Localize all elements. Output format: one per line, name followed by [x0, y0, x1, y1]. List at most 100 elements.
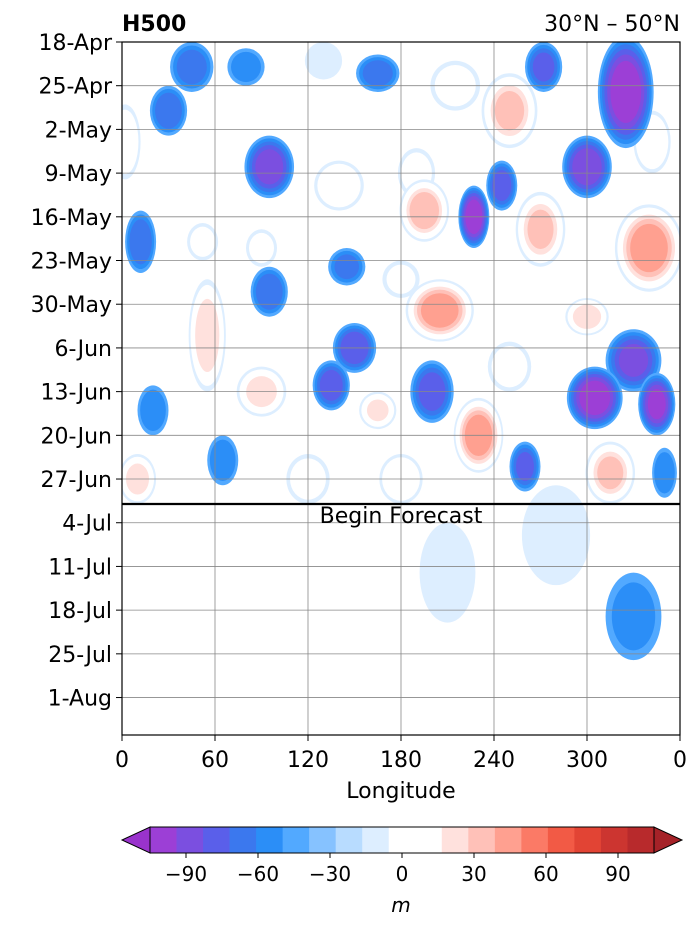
anomaly-blob: [187, 223, 219, 261]
colorbar-cell: [521, 827, 549, 853]
anomaly-blob: [585, 441, 636, 504]
x-axis-label: Longitude: [346, 779, 455, 804]
colorbar-cell: [362, 827, 390, 853]
anomaly-blob: [509, 441, 541, 492]
colorbar-tick-label: −30: [309, 862, 351, 886]
colorbar-cells: [120, 826, 684, 854]
contour-level: [654, 452, 675, 494]
y-tick-label: 18-Apr: [38, 31, 112, 56]
anomaly-blob: [486, 160, 518, 211]
colorbar-cell: [574, 827, 602, 853]
anomaly-blob: [515, 191, 566, 267]
colorbar-cell: [494, 827, 522, 853]
contour-level: [129, 219, 152, 265]
contour-level: [491, 345, 528, 388]
anomaly-blob: [250, 266, 288, 317]
x-tick-label: 180: [380, 748, 422, 773]
x-tick-label: 0: [115, 748, 129, 773]
contour-level: [492, 170, 512, 202]
colorbar-extend-high: [653, 826, 684, 854]
colorbar-cell: [229, 827, 257, 853]
y-tick-label: 25-Jul: [48, 643, 112, 668]
anomaly-blob: [304, 42, 343, 80]
anomaly-blob: [227, 48, 265, 86]
contour-level: [122, 115, 136, 168]
anomaly-blob: [122, 104, 141, 180]
y-tick-label: 25-Apr: [38, 75, 112, 100]
anomaly-blob: [597, 42, 654, 149]
y-tick-label: 16-May: [31, 206, 112, 231]
contour-level: [420, 293, 459, 328]
colorbar-cell: [547, 827, 575, 853]
contour-level: [334, 254, 360, 280]
anomaly-blob: [399, 179, 450, 242]
colorbar-tick-label: 30: [461, 862, 486, 886]
anomaly-blob: [419, 522, 476, 623]
colorbar: −90 −60 −30 0 30 60 90: [120, 826, 684, 886]
colorbar-cell: [441, 827, 469, 853]
contour-level: [597, 456, 624, 490]
anomaly-blob: [328, 248, 366, 286]
colorbar-label: m: [391, 893, 410, 917]
contour-level: [366, 399, 389, 422]
contour-level: [255, 149, 284, 185]
colorbar-extend-low: [120, 826, 151, 854]
colorbar-cell: [600, 827, 628, 853]
anomaly-blob: [314, 160, 364, 211]
contour-level: [155, 92, 182, 129]
colorbar-cell: [282, 827, 310, 853]
chart-subtitle: 30°N – 50°N: [544, 12, 680, 37]
y-tick-label: 11-Jul: [48, 555, 112, 580]
anomaly-blob: [359, 391, 397, 430]
x-tick-label: 240: [473, 748, 515, 773]
contour-level: [579, 380, 611, 416]
contour-level: [521, 485, 591, 586]
colorbar-tick-label: −60: [237, 862, 279, 886]
y-tick-label: 23-May: [31, 250, 112, 275]
contour-level: [419, 522, 476, 623]
y-tick-label: 2-May: [45, 118, 112, 143]
contour-level: [532, 52, 555, 82]
contour-level: [321, 167, 357, 204]
anomaly-blob: [410, 360, 454, 423]
anomaly-blob: [521, 485, 591, 586]
colorbar-cell: [388, 827, 416, 853]
anomaly-blob: [207, 435, 239, 486]
anomaly-blob: [487, 341, 532, 392]
begin-forecast-label: Begin Forecast: [320, 504, 483, 529]
colorbar-tick-label: 0: [396, 862, 409, 886]
contour-level: [190, 226, 216, 257]
anomaly-blob: [246, 229, 277, 267]
anomaly-blob: [356, 54, 400, 92]
y-tick-label: 4-Jul: [62, 512, 112, 537]
x-tick-label: 0: [673, 748, 687, 773]
colorbar-tick-label: −90: [165, 862, 207, 886]
contour-level: [255, 273, 283, 310]
x-tick-label: 60: [201, 748, 229, 773]
contour-level: [195, 298, 220, 372]
anomaly-blob: [312, 360, 350, 411]
colorbar-cell: [335, 827, 363, 853]
colorbar-cell: [176, 827, 204, 853]
contour-level: [610, 60, 642, 124]
anomaly-blob: [525, 42, 563, 92]
contour-level: [304, 42, 343, 80]
contour-level: [647, 388, 666, 420]
colorbar-ticks: −90 −60 −30 0 30 60 90: [165, 853, 631, 886]
contour-level: [409, 191, 440, 230]
contour-level: [230, 51, 262, 83]
x-tick-label: 300: [566, 748, 608, 773]
x-axis: 0 60 120 180 240 300 0: [115, 735, 687, 773]
contour-level: [527, 209, 554, 250]
y-tick-label: 20-Jun: [40, 424, 112, 449]
anomaly-blob: [405, 279, 474, 342]
anomaly-blob: [605, 572, 662, 661]
contour-level: [611, 582, 656, 651]
colorbar-cell: [415, 827, 443, 853]
colorbar-cell: [150, 827, 177, 853]
anomaly-blob: [188, 279, 226, 392]
plot-area: Begin Forecast: [121, 41, 681, 736]
contour-level: [176, 49, 207, 85]
contour-level: [618, 343, 649, 377]
